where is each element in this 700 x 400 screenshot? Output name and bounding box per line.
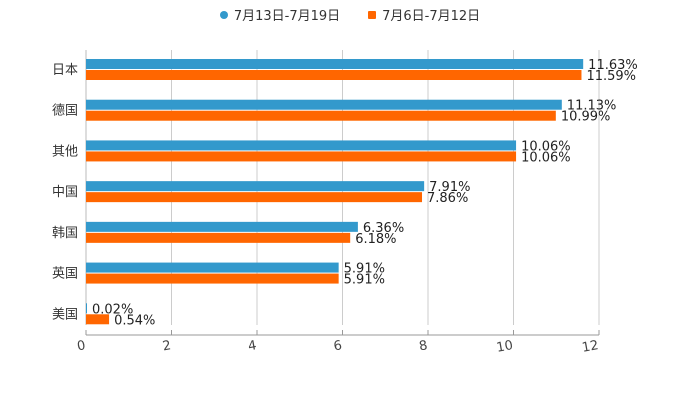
- data-label: 11.59%: [586, 69, 636, 84]
- bar-current-week[interactable]: [86, 221, 358, 232]
- data-label: 5.91%: [344, 262, 385, 277]
- category-label: 美国: [52, 307, 78, 322]
- data-label: 6.18%: [355, 232, 396, 247]
- data-label: 0.02%: [92, 302, 133, 317]
- bar-previous-week[interactable]: [86, 232, 351, 243]
- bar-previous-week[interactable]: [86, 151, 517, 162]
- x-tick-label: 6: [332, 338, 343, 354]
- data-label: 10.06%: [521, 150, 571, 165]
- x-tick-label: 2: [161, 338, 172, 354]
- bar-previous-week[interactable]: [86, 273, 339, 284]
- data-label: 11.13%: [567, 99, 617, 114]
- bar-previous-week[interactable]: [86, 70, 582, 80]
- x-tick-label: 0: [76, 338, 87, 354]
- bar-current-week[interactable]: [86, 59, 584, 69]
- category-label: 其他: [52, 144, 78, 159]
- bar-current-week[interactable]: [86, 99, 562, 110]
- x-tick-label: 4: [247, 338, 258, 354]
- data-label: 7.86%: [427, 191, 468, 206]
- legend-marker-square-icon: [368, 10, 377, 19]
- bar-current-week[interactable]: [86, 262, 339, 273]
- legend-label: 7月13日-7月19日: [233, 9, 341, 24]
- x-tick-label: 10: [495, 338, 514, 356]
- category-label: 英国: [52, 267, 78, 282]
- category-label: 日本: [52, 63, 78, 78]
- data-label: 11.63%: [588, 58, 638, 73]
- x-tick-label: 8: [418, 338, 429, 354]
- data-label: 5.91%: [344, 273, 385, 288]
- data-label: 10.99%: [561, 110, 611, 125]
- data-label: 10.06%: [521, 139, 571, 154]
- legend-item-series-1[interactable]: 7月13日-7月19日: [219, 5, 341, 24]
- bar-current-week[interactable]: [86, 181, 425, 192]
- category-label: 德国: [52, 104, 78, 119]
- x-tick-label: 12: [581, 338, 600, 356]
- data-label: 7.91%: [429, 180, 470, 195]
- data-label: 0.54%: [114, 313, 155, 328]
- category-label: 韩国: [52, 226, 78, 241]
- legend-marker-circle-icon: [219, 10, 228, 19]
- bar-previous-week[interactable]: [86, 192, 423, 203]
- legend-item-series-2[interactable]: 7月6日-7月12日: [368, 5, 480, 24]
- chart-legend: 7月13日-7月19日 7月6日-7月12日: [0, 5, 700, 24]
- bar-current-week[interactable]: [86, 303, 87, 314]
- legend-label: 7月6日-7月12日: [382, 9, 481, 24]
- bar-previous-week[interactable]: [86, 110, 556, 121]
- category-label: 中国: [52, 185, 78, 200]
- data-label: 6.36%: [363, 221, 404, 236]
- bar-current-week[interactable]: [86, 140, 517, 151]
- bar-previous-week[interactable]: [86, 314, 110, 325]
